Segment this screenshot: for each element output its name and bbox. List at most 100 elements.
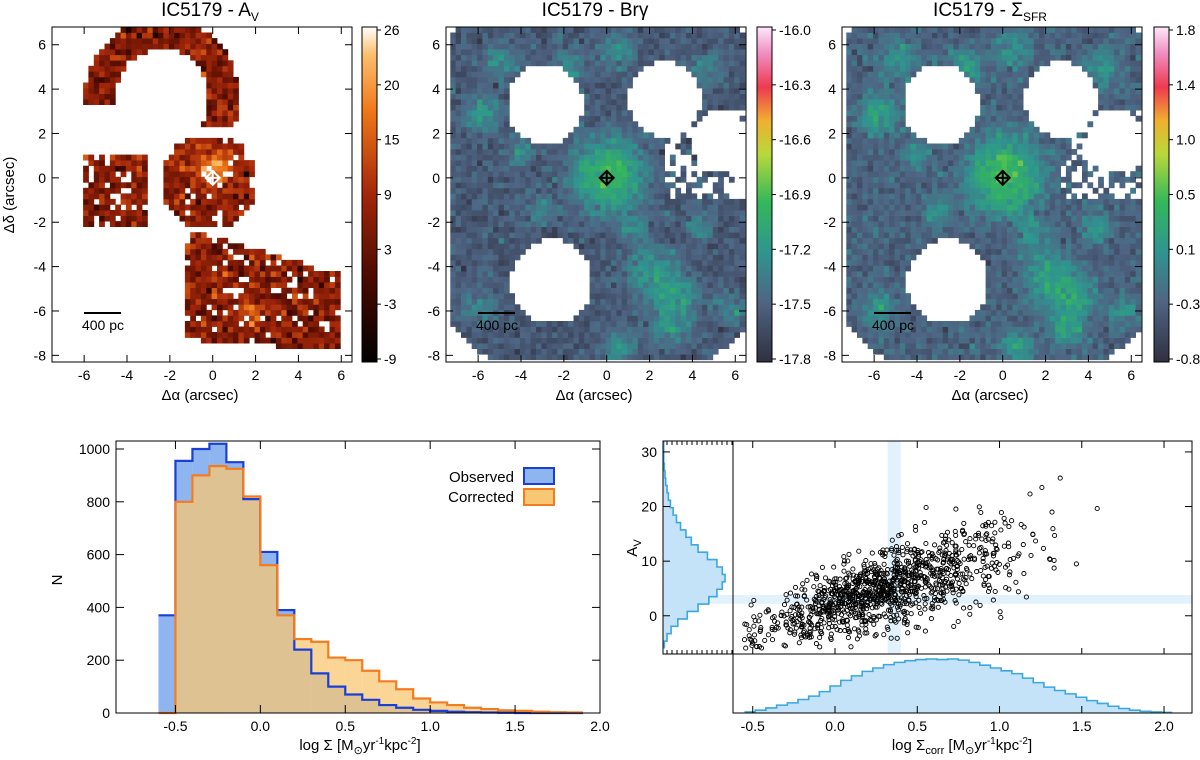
map-pixel (195, 187, 202, 194)
map-pixel (739, 309, 746, 316)
map-pixel (637, 354, 644, 361)
map-pixel (466, 215, 473, 222)
map-pixel (589, 88, 596, 94)
map-pixel (857, 304, 863, 311)
map-pixel (1114, 343, 1120, 349)
map-pixel (643, 326, 649, 333)
map-pixel (292, 332, 298, 338)
map-pixel (985, 226, 992, 233)
map-pixel (985, 287, 992, 294)
map-pixel (974, 348, 981, 355)
map-pixel (206, 99, 213, 105)
map-pixel (669, 326, 676, 333)
map-pixel (648, 160, 655, 166)
map-pixel (573, 193, 580, 200)
map-pixel (707, 43, 714, 50)
map-pixel (594, 82, 601, 89)
map-pixel (686, 309, 692, 316)
map-pixel (179, 27, 186, 33)
map-pixel (482, 215, 489, 222)
map-pixel (942, 343, 949, 349)
map-pixel (313, 309, 320, 316)
map-pixel (450, 248, 457, 255)
map-pixel (530, 143, 537, 150)
map-pixel (584, 321, 590, 327)
map-pixel (680, 193, 687, 200)
map-pixel (265, 265, 271, 272)
map-pixel (862, 337, 869, 344)
map-pixel (718, 237, 724, 244)
map-pixel (883, 354, 890, 361)
map-pixel (627, 65, 633, 72)
map-pixel (696, 237, 703, 244)
map-pixel (578, 137, 585, 144)
map-pixel (1017, 243, 1024, 250)
map-pixel (455, 43, 462, 50)
map-pixel (179, 171, 186, 178)
map-pixel (734, 88, 740, 94)
map-pixel (600, 182, 607, 189)
map-pixel (1114, 332, 1120, 338)
map-pixel (568, 137, 574, 144)
map-pixel (493, 49, 499, 56)
map-pixel (88, 182, 95, 189)
map-pixel (873, 243, 879, 250)
map-pixel (498, 321, 505, 327)
map-pixel (222, 154, 229, 161)
map-pixel (846, 265, 853, 272)
map-pixel (664, 293, 671, 300)
map-pixel (498, 60, 505, 67)
map-pixel (680, 237, 687, 244)
map-pixel (461, 149, 467, 155)
map-pixel (734, 232, 740, 239)
map-pixel (669, 49, 676, 56)
map-pixel (894, 221, 901, 227)
map-pixel (1028, 309, 1035, 316)
map-pixel (471, 82, 478, 89)
map-pixel (648, 326, 655, 333)
x-tick-label: 4 (689, 367, 697, 383)
map-pixel (217, 332, 223, 338)
map-pixel (184, 287, 191, 294)
map-pixel (1119, 298, 1126, 305)
map-pixel (680, 321, 687, 327)
map-pixel (482, 126, 489, 133)
map-pixel (632, 143, 639, 150)
map-pixel (1055, 282, 1061, 288)
map-pixel (233, 215, 239, 222)
map-pixel (313, 271, 320, 277)
map-pixel (104, 88, 111, 94)
map-pixel (455, 60, 462, 67)
map-pixel (450, 32, 457, 39)
map-pixel (324, 293, 330, 300)
map-pixel (621, 54, 628, 61)
map-pixel (562, 149, 569, 155)
map-pixel (573, 198, 580, 205)
map-pixel (530, 321, 537, 327)
map-pixel (222, 182, 229, 189)
map-pixel (996, 243, 1003, 250)
map-pixel (594, 304, 601, 311)
map-pixel (932, 337, 938, 344)
map-pixel (88, 187, 95, 194)
map-pixel (723, 193, 730, 200)
map-pixel (568, 143, 574, 150)
map-pixel (259, 304, 266, 311)
map-pixel (686, 354, 692, 361)
map-pixel (632, 210, 639, 216)
map-pixel (477, 176, 483, 183)
map-pixel (249, 254, 255, 261)
map-pixel (600, 304, 607, 311)
map-pixel (190, 204, 196, 211)
map-pixel (227, 271, 234, 277)
map-pixel (217, 276, 223, 283)
map-pixel (1082, 226, 1088, 233)
map-pixel (254, 282, 261, 288)
map-pixel (734, 104, 740, 111)
map-pixel (616, 104, 623, 111)
map-pixel (552, 337, 558, 344)
map-pixel (233, 165, 239, 172)
map-pixel (723, 221, 730, 227)
map-pixel (739, 254, 746, 261)
map-pixel (1087, 298, 1094, 305)
